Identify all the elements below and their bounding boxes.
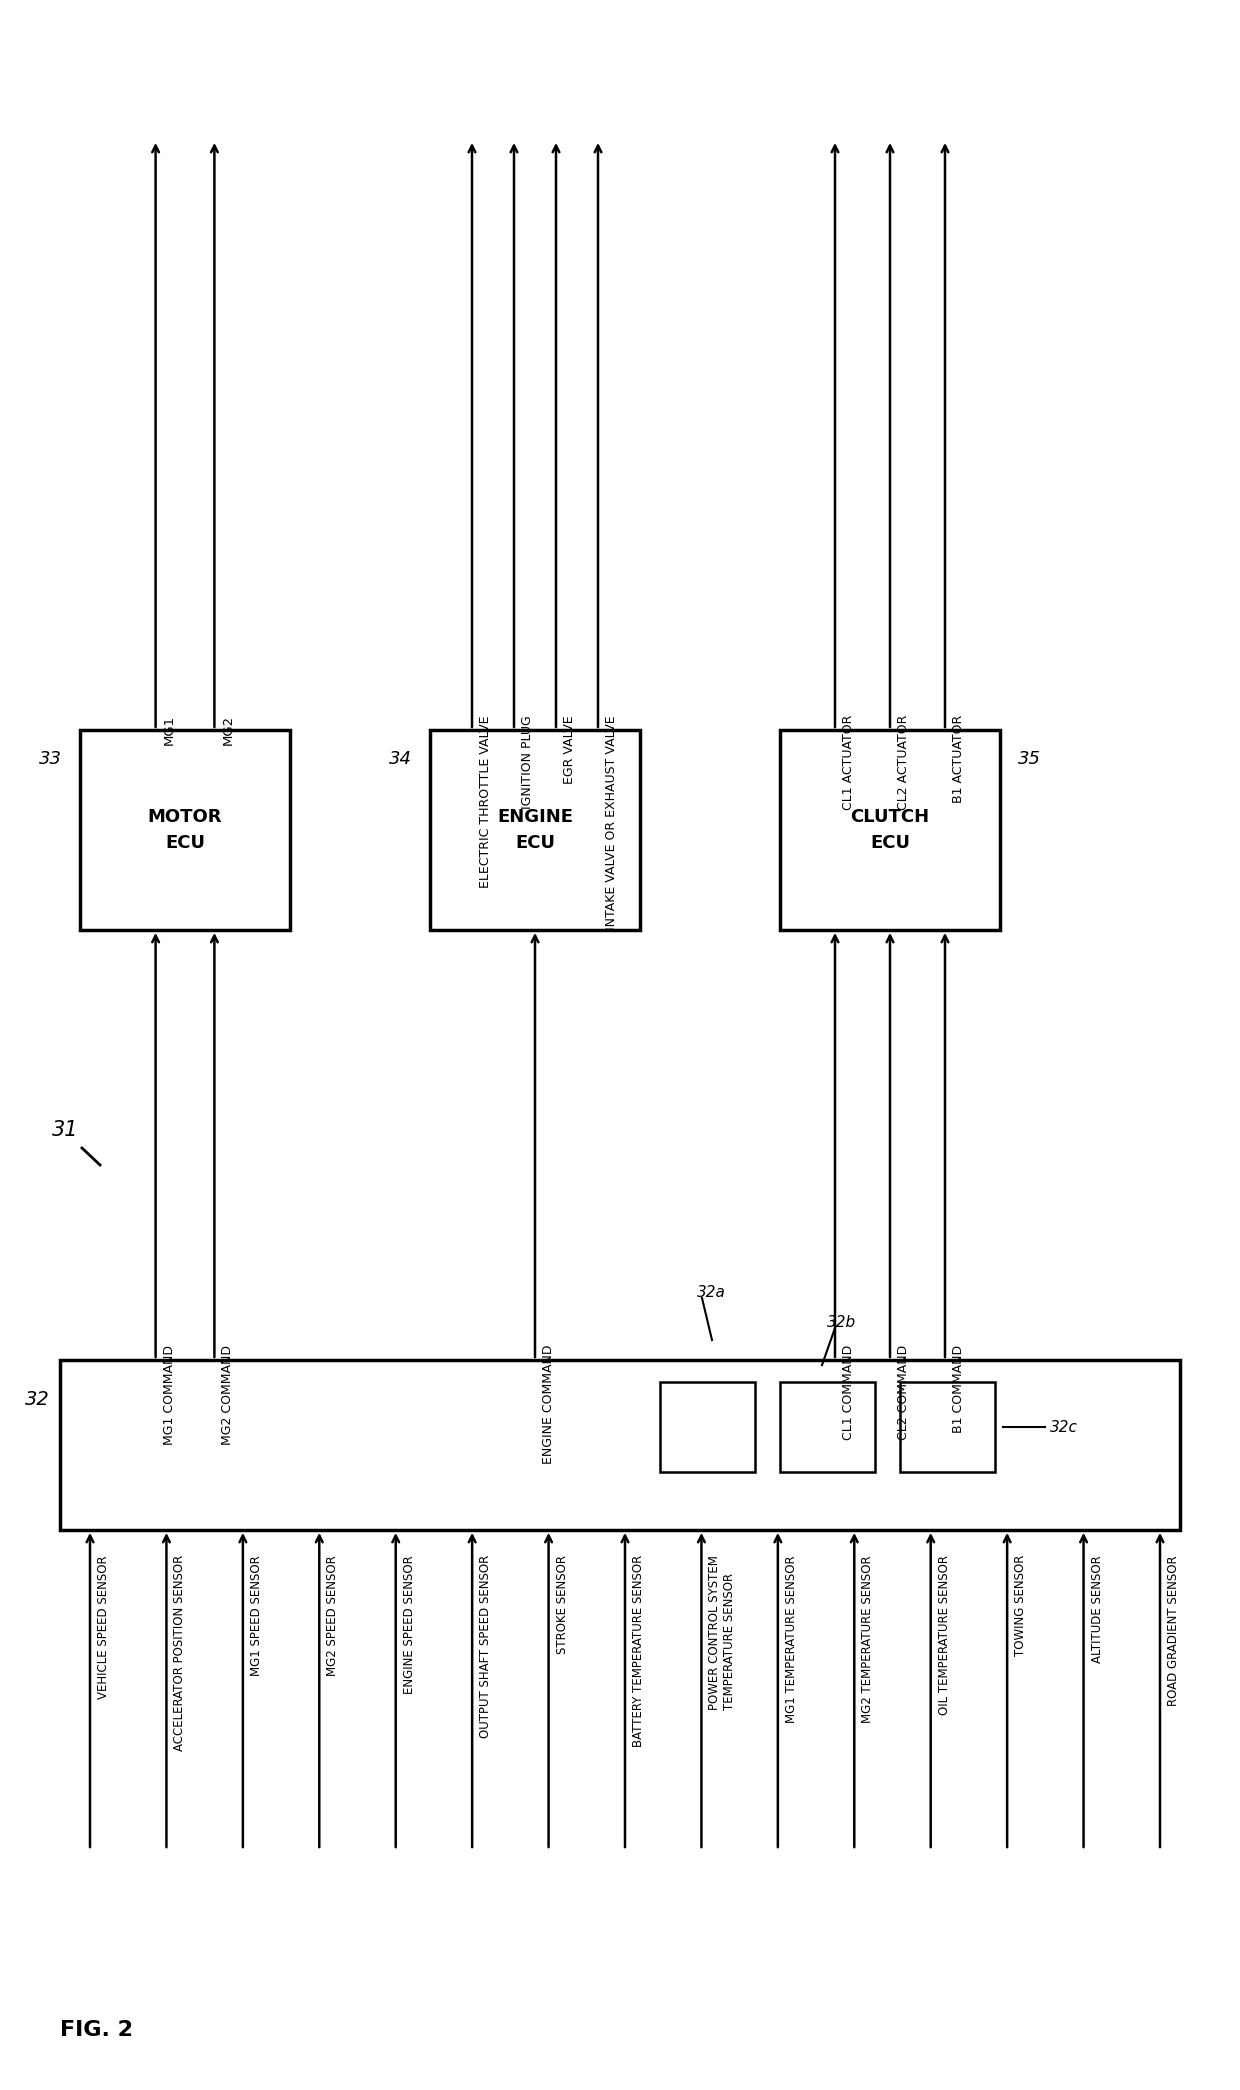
Bar (900, 1381, 994, 1471)
Text: ENGINE COMMAND: ENGINE COMMAND (542, 1346, 556, 1465)
Text: MG1: MG1 (162, 715, 176, 746)
Text: BATTERY TEMPERATURE SENSOR: BATTERY TEMPERATURE SENSOR (632, 1555, 645, 1747)
Text: CL1 COMMAND: CL1 COMMAND (842, 1346, 856, 1440)
Text: 32a: 32a (697, 1285, 725, 1300)
Text: STROKE SENSOR: STROKE SENSOR (556, 1555, 569, 1653)
Text: FIG. 2: FIG. 2 (60, 2021, 133, 2040)
Text: MG2 TEMPERATURE SENSOR: MG2 TEMPERATURE SENSOR (862, 1555, 874, 1722)
Text: 31: 31 (52, 1120, 78, 1139)
Text: B1 ACTUATOR: B1 ACTUATOR (952, 715, 965, 803)
Text: CL1 ACTUATOR: CL1 ACTUATOR (842, 715, 856, 811)
Text: OUTPUT SHAFT SPEED SENSOR: OUTPUT SHAFT SPEED SENSOR (479, 1555, 492, 1739)
Text: 35: 35 (1018, 750, 1042, 767)
Bar (81, 729, 290, 930)
Text: OIL TEMPERATURE SENSOR: OIL TEMPERATURE SENSOR (937, 1555, 951, 1716)
Text: MG1 TEMPERATURE SENSOR: MG1 TEMPERATURE SENSOR (785, 1555, 797, 1722)
Text: CLUTCH
ECU: CLUTCH ECU (851, 809, 930, 851)
Text: B1 COMMAND: B1 COMMAND (952, 1346, 965, 1434)
Text: MG2: MG2 (222, 715, 234, 746)
Text: VEHICLE SPEED SENSOR: VEHICLE SPEED SENSOR (97, 1555, 110, 1699)
Text: ACCELERATOR POSITION SENSOR: ACCELERATOR POSITION SENSOR (174, 1555, 186, 1751)
Text: 32: 32 (25, 1390, 50, 1409)
Text: CL2 ACTUATOR: CL2 ACTUATOR (897, 715, 910, 811)
Text: 32c: 32c (1050, 1419, 1078, 1434)
Text: ROAD GRADIENT SENSOR: ROAD GRADIENT SENSOR (1167, 1555, 1180, 1705)
Text: MG1 SPEED SENSOR: MG1 SPEED SENSOR (249, 1555, 263, 1676)
Text: 32b: 32b (827, 1315, 856, 1329)
Text: MG2 COMMAND: MG2 COMMAND (222, 1346, 234, 1444)
Text: CL2 COMMAND: CL2 COMMAND (897, 1346, 910, 1440)
Bar (780, 1381, 875, 1471)
Bar (660, 1381, 755, 1471)
Bar (780, 729, 999, 930)
Text: ENGINE
ECU: ENGINE ECU (497, 809, 573, 851)
Text: MG2 SPEED SENSOR: MG2 SPEED SENSOR (326, 1555, 340, 1676)
Text: MG1 COMMAND: MG1 COMMAND (162, 1346, 176, 1444)
Text: IGNITION PLUG: IGNITION PLUG (521, 715, 534, 809)
Text: MOTOR
ECU: MOTOR ECU (148, 809, 222, 851)
Bar (60, 1361, 1180, 1530)
Text: ELECTRIC THROTTLE VALVE: ELECTRIC THROTTLE VALVE (479, 715, 492, 888)
Text: POWER CONTROL SYSTEM
TEMPERATURE SENSOR: POWER CONTROL SYSTEM TEMPERATURE SENSOR (708, 1555, 737, 1710)
Text: ENGINE SPEED SENSOR: ENGINE SPEED SENSOR (403, 1555, 415, 1693)
Bar (430, 729, 640, 930)
Text: 33: 33 (38, 750, 62, 767)
Text: EGR VALVE: EGR VALVE (563, 715, 577, 784)
Text: INTAKE VALVE OR EXHAUST VALVE: INTAKE VALVE OR EXHAUST VALVE (605, 715, 618, 930)
Text: TOWING SENSOR: TOWING SENSOR (1014, 1555, 1027, 1657)
Text: 34: 34 (389, 750, 412, 767)
Text: ALTITUDE SENSOR: ALTITUDE SENSOR (1090, 1555, 1104, 1664)
